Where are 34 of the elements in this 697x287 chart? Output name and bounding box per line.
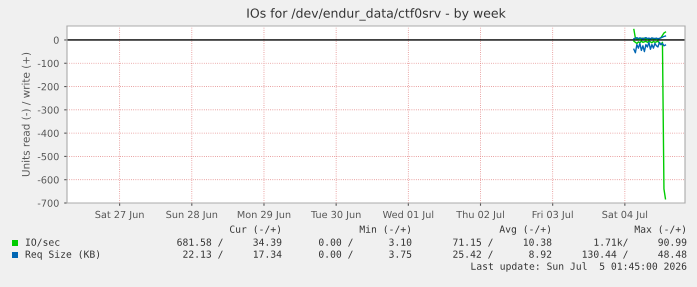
y-tick-label: -300 xyxy=(38,106,59,114)
legend-label: Req Size (KB) xyxy=(26,250,100,260)
line-series xyxy=(633,42,666,54)
y-axis-title: Units read (-) / write (+) xyxy=(22,52,31,176)
y-tick-label: -600 xyxy=(38,176,59,184)
text: 1.71k/ 90.99 xyxy=(594,238,686,247)
text: 681.58 / 34.39 xyxy=(177,238,282,247)
x-tick-label: Sun 28 Jun xyxy=(166,210,218,220)
text: Last update: Sun Jul 5 01:45:00 2026 xyxy=(471,262,686,272)
y-tick-label: -500 xyxy=(38,152,59,160)
y-tick-label: -400 xyxy=(38,130,59,137)
chart-title: IOs for /dev/endur_data/ctf0srv - by week xyxy=(247,8,506,21)
y-tick-label: -200 xyxy=(38,83,59,90)
y-tick-label: -700 xyxy=(38,199,59,207)
x-tick-label: Wed 01 Jul xyxy=(382,210,434,220)
y-tick-label: -100 xyxy=(38,60,59,68)
x-tick-label: Mon 29 Jun xyxy=(238,210,290,220)
x-tick-label: Sat 27 Jun xyxy=(95,210,144,220)
x-tick-label: Fri 03 Jul xyxy=(532,210,573,220)
x-tick-label: Sat 04 Jul xyxy=(602,210,648,220)
x-tick-label: Tue 30 Jun xyxy=(310,210,361,220)
text: 130.44 / 48.48 xyxy=(582,250,686,259)
text: 0.00 / 3.10 xyxy=(318,238,412,247)
text: Max (-/+) xyxy=(634,225,685,234)
text: Cur (-/+) xyxy=(230,225,280,234)
y-tick-label: 0 xyxy=(54,36,59,44)
text: 25.42 / 8.92 xyxy=(453,250,552,259)
text: 22.13 / 17.34 xyxy=(183,250,282,259)
text: Avg (-/+) xyxy=(500,225,550,235)
text: 0.00 / 3.75 xyxy=(318,250,412,259)
text: Min (-/+) xyxy=(360,225,410,234)
text: 71.15 / 10.38 xyxy=(453,238,552,247)
legend-label: IO/sec xyxy=(26,238,60,247)
x-tick-label: Thu 02 Jul xyxy=(456,210,504,220)
